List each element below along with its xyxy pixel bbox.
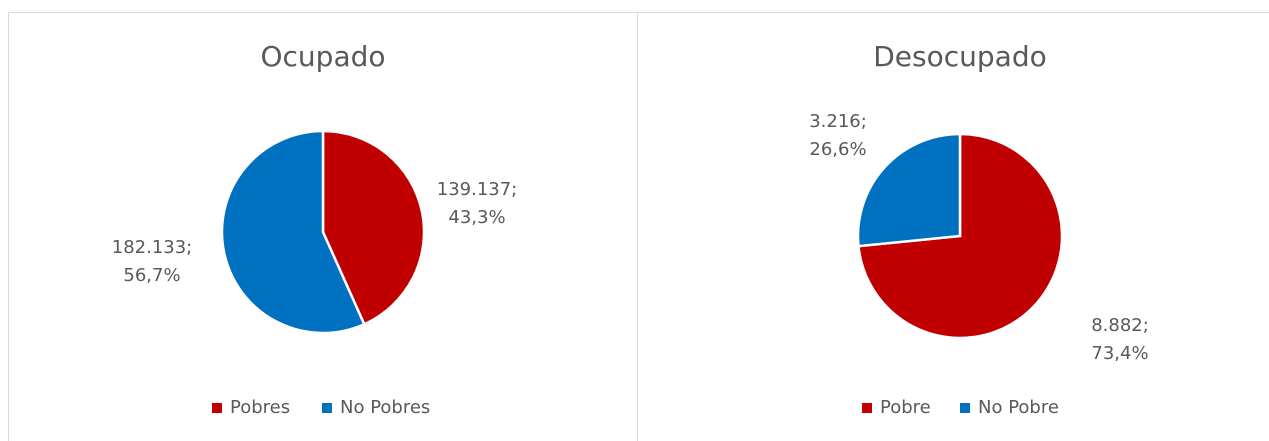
legend-label: No Pobre (978, 397, 1059, 418)
chart-frame (637, 12, 1269, 441)
legend-label: No Pobres (340, 397, 430, 418)
data-label: 56,7% (123, 265, 180, 286)
chart-title: Ocupado (260, 40, 385, 73)
pie-slice (220, 129, 366, 335)
data-label: 26,6% (809, 139, 866, 160)
chart-title: Desocupado (873, 40, 1046, 73)
data-label: 43,3% (448, 207, 505, 228)
pie-slice (321, 129, 426, 326)
data-label: 139.137; (437, 179, 518, 200)
legend-swatch (862, 403, 872, 413)
data-label: 8.882; (1091, 315, 1149, 336)
legend-swatch (212, 403, 222, 413)
legend-swatch (322, 403, 332, 413)
data-label: 182.133; (112, 237, 193, 258)
pie-slice (856, 132, 962, 248)
data-label: 3.216; (809, 111, 867, 132)
data-label: 73,4% (1091, 343, 1148, 364)
legend-swatch (960, 403, 970, 413)
legend-label: Pobre (880, 397, 931, 418)
legend-label: Pobres (230, 397, 290, 418)
